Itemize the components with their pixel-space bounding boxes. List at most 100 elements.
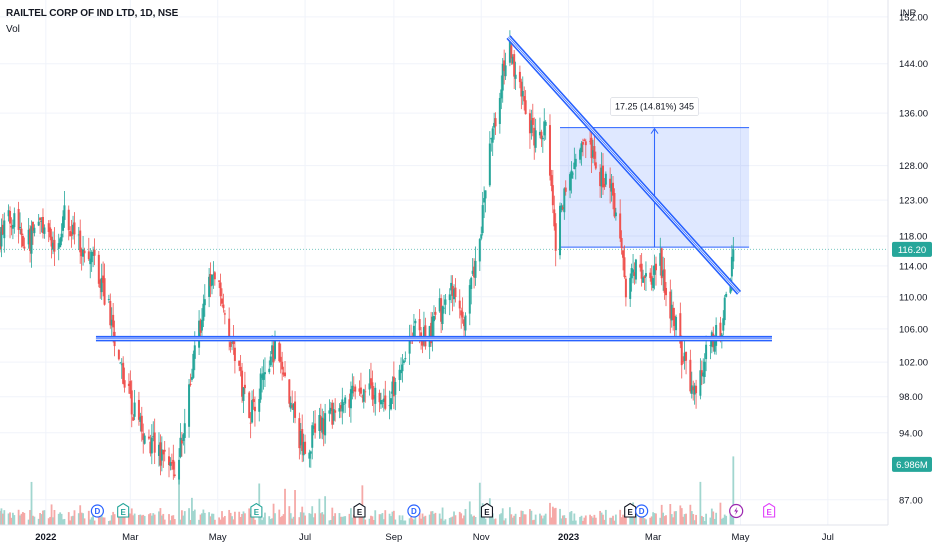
candle-body	[188, 384, 191, 427]
volume-bar	[32, 515, 34, 525]
candle-body	[660, 248, 663, 279]
downtrend-line[interactable]	[506, 35, 742, 295]
volume-bar	[448, 517, 451, 525]
volume-bar	[534, 514, 537, 525]
event-marker-e[interactable]: E	[624, 502, 637, 518]
volume-bar	[33, 516, 36, 525]
volume-bar	[269, 519, 272, 525]
volume-bar	[610, 517, 613, 525]
event-marker-s[interactable]	[729, 503, 744, 519]
candle-body	[63, 205, 66, 220]
candle-body	[50, 236, 53, 247]
volume-bar	[42, 510, 44, 525]
candle-body	[501, 63, 504, 91]
event-marker-e[interactable]: E	[763, 502, 776, 518]
candle-body	[278, 342, 281, 362]
volume-bar	[20, 513, 23, 525]
candle-body	[693, 385, 696, 395]
candle-body	[590, 137, 593, 159]
volume-bar	[680, 508, 683, 525]
volume-bar	[543, 515, 546, 525]
candle-body	[398, 369, 401, 380]
volume-bar	[120, 514, 123, 525]
candle-body	[132, 417, 135, 421]
volume-bar	[188, 508, 190, 525]
volume-bar	[192, 511, 195, 525]
candle-body	[520, 81, 523, 97]
volume-bar	[282, 514, 285, 525]
volume-bar	[49, 516, 52, 525]
candle-body	[143, 435, 146, 444]
candle-body	[352, 390, 355, 391]
candle-body	[453, 289, 456, 300]
volume-bar	[692, 514, 695, 525]
volume-bar	[572, 520, 574, 525]
candle-body	[498, 98, 501, 124]
volume-bar	[59, 512, 62, 525]
price-axis[interactable]: 152.00 144.00 136.00 128.00 123.00 118.00 114.…	[0, 0, 932, 525]
volume-bars	[0, 456, 735, 525]
candle-body	[689, 359, 692, 392]
time-axis[interactable]: 2022 Mar May Jul Sep Nov 2023 Mar May Jul	[0, 524, 888, 543]
earnings-letter: E	[484, 508, 490, 517]
candle-body	[102, 275, 105, 283]
volume-bar	[669, 504, 672, 525]
candle-body	[649, 272, 652, 279]
volume-bar	[602, 514, 604, 525]
price-range-measure[interactable]: 17.25 (14.81%) 345	[560, 97, 750, 248]
volume-bar	[594, 517, 597, 525]
candle-body	[570, 170, 573, 179]
candle-body	[723, 297, 726, 321]
volume-bar	[679, 505, 682, 525]
event-marker-e[interactable]: E	[117, 502, 130, 518]
candle-body	[430, 322, 433, 344]
candle-body	[47, 223, 50, 232]
volume-bar	[498, 514, 501, 525]
volume-bar	[391, 511, 394, 525]
candle-body	[37, 221, 40, 226]
earnings-letter: E	[766, 508, 772, 517]
candle-body	[589, 140, 592, 142]
volume-bar	[60, 513, 63, 525]
volume-bar	[57, 513, 60, 525]
event-marker-d[interactable]: D	[635, 504, 649, 518]
volume-bar	[444, 519, 447, 525]
candle-body	[92, 251, 95, 256]
event-marker-d[interactable]: D	[90, 504, 104, 518]
volume-bar	[541, 518, 544, 525]
candle-body	[591, 150, 594, 157]
volume-bar	[600, 512, 603, 525]
volume-bar	[272, 503, 275, 525]
volume-legend[interactable]: Vol	[6, 24, 20, 35]
volume-bar	[663, 516, 666, 525]
volume-bar	[584, 515, 587, 525]
volume-bar	[140, 515, 143, 525]
symbol-title[interactable]: RAILTEL CORP OF IND LTD, 1D, NSE	[6, 8, 179, 19]
candle-body	[434, 311, 437, 315]
candle-body	[603, 183, 606, 187]
event-marker-e[interactable]: E	[250, 502, 263, 518]
event-marker-e[interactable]: E	[353, 502, 366, 518]
candle-body	[533, 127, 536, 146]
volume-bar	[531, 520, 534, 525]
event-marker-e[interactable]: E	[480, 502, 494, 518]
price-tick-label: 98.00	[899, 392, 923, 403]
candle-body	[213, 272, 216, 280]
event-marker-d[interactable]: D	[407, 504, 421, 518]
volume-bar	[50, 504, 53, 525]
volume-bar	[139, 514, 142, 525]
trendline-drawings[interactable]	[95, 35, 772, 342]
candle-body	[523, 96, 526, 102]
volume-bar	[29, 510, 31, 525]
candle-body	[253, 406, 256, 412]
candle-body	[269, 356, 272, 366]
candle-body	[629, 277, 632, 299]
candle-body	[561, 207, 564, 210]
volume-bar	[719, 502, 722, 525]
candle-body	[192, 353, 195, 378]
volume-bar	[390, 516, 392, 525]
volume-bar	[551, 506, 554, 525]
volume-bar	[43, 510, 46, 525]
